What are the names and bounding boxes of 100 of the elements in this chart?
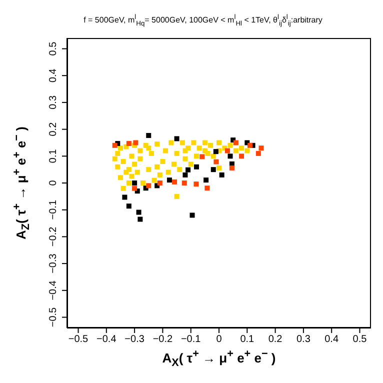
point xyxy=(224,148,230,154)
x-tick-label: 0.5 xyxy=(352,334,368,346)
point xyxy=(129,174,134,179)
point xyxy=(202,140,208,146)
point xyxy=(202,148,208,154)
point xyxy=(194,164,199,170)
point xyxy=(126,180,132,186)
point xyxy=(233,140,238,146)
x-tick-label: 0 xyxy=(216,334,222,346)
y-tick-label: −0.4 xyxy=(48,280,59,300)
x-tick-label: −0.2 xyxy=(152,334,174,346)
point xyxy=(154,164,160,170)
y-tick-label: 0.3 xyxy=(48,95,59,110)
point xyxy=(157,180,162,186)
point xyxy=(138,216,143,222)
point xyxy=(120,186,126,191)
point xyxy=(163,148,168,154)
point xyxy=(166,178,172,183)
point xyxy=(146,183,152,188)
x-tick-label: −0.4 xyxy=(96,334,117,346)
point xyxy=(247,142,252,148)
point xyxy=(258,146,264,151)
point xyxy=(228,142,233,148)
point xyxy=(174,150,180,156)
point xyxy=(148,150,154,156)
point xyxy=(219,172,224,178)
point xyxy=(122,194,128,200)
point xyxy=(216,140,222,146)
point xyxy=(196,146,202,151)
point xyxy=(182,148,188,154)
point xyxy=(126,141,132,146)
point xyxy=(136,210,142,215)
point xyxy=(213,149,218,154)
point xyxy=(118,175,123,180)
point xyxy=(132,180,138,186)
point xyxy=(210,154,216,159)
x-tick-label: 0.1 xyxy=(240,334,255,346)
point xyxy=(166,170,171,175)
y-tick-label: 0.4 xyxy=(48,68,59,83)
x-tick-label: −0.3 xyxy=(124,334,145,346)
point xyxy=(115,150,120,156)
point xyxy=(204,178,209,183)
point xyxy=(133,140,138,146)
y-tick-label: 0.1 xyxy=(48,148,59,164)
x-tick-label: −0.5 xyxy=(68,334,89,346)
point xyxy=(174,194,180,199)
point xyxy=(239,154,244,159)
point xyxy=(146,167,152,172)
point xyxy=(124,170,129,175)
point xyxy=(180,140,185,146)
y-tick-label: −0.1 xyxy=(48,200,59,220)
point xyxy=(239,146,244,151)
point xyxy=(152,178,157,183)
point xyxy=(138,156,143,162)
point xyxy=(172,179,178,184)
chart-title: f = 500GeV, m$^{l}$$_{Hq}$= 5000GeV, 100GeV < m$^{l}$$_{Hl}$ < 1TeV, θ$^{l}$$_{ij}$δ$^{l}$$_{ij}$:arbitrary xyxy=(84,14,322,28)
point xyxy=(140,180,146,186)
point xyxy=(188,162,194,167)
point xyxy=(229,165,234,170)
point xyxy=(174,136,180,142)
point xyxy=(194,154,199,159)
point xyxy=(168,140,174,146)
point xyxy=(154,142,160,147)
point xyxy=(120,159,126,164)
point xyxy=(182,172,188,178)
point xyxy=(146,146,152,151)
point xyxy=(118,146,123,151)
point xyxy=(177,167,182,172)
point xyxy=(134,170,140,175)
point xyxy=(182,180,187,186)
point xyxy=(191,140,196,146)
point xyxy=(244,148,250,154)
point xyxy=(204,186,210,191)
point xyxy=(115,164,120,170)
point xyxy=(171,162,176,167)
point xyxy=(228,154,233,159)
x-tick-label: 0.3 xyxy=(296,334,311,346)
point xyxy=(132,186,138,191)
x-tick-label: 0.2 xyxy=(268,334,283,346)
point xyxy=(194,182,199,187)
point xyxy=(208,142,214,148)
text: A$_{X}$( τ$^{+}$ → μ$^{+}$ e$^{+}$ e$^{−}$ ) xyxy=(162,348,276,369)
point xyxy=(157,172,162,178)
point xyxy=(160,159,166,164)
y-tick-label: 0 xyxy=(48,180,59,186)
point xyxy=(210,167,216,172)
point xyxy=(182,156,188,162)
point xyxy=(132,162,138,167)
point xyxy=(138,148,143,154)
y-tick-label: 0.2 xyxy=(48,122,59,136)
y-tick-label: −0.3 xyxy=(48,253,59,274)
point xyxy=(190,212,195,218)
x-tick-label: −0.1 xyxy=(180,334,202,346)
point xyxy=(256,150,261,156)
y-tick-label: −0.2 xyxy=(48,226,59,247)
point xyxy=(129,154,134,159)
point xyxy=(146,132,152,138)
point xyxy=(233,148,238,154)
point xyxy=(214,159,219,164)
point xyxy=(112,156,118,162)
